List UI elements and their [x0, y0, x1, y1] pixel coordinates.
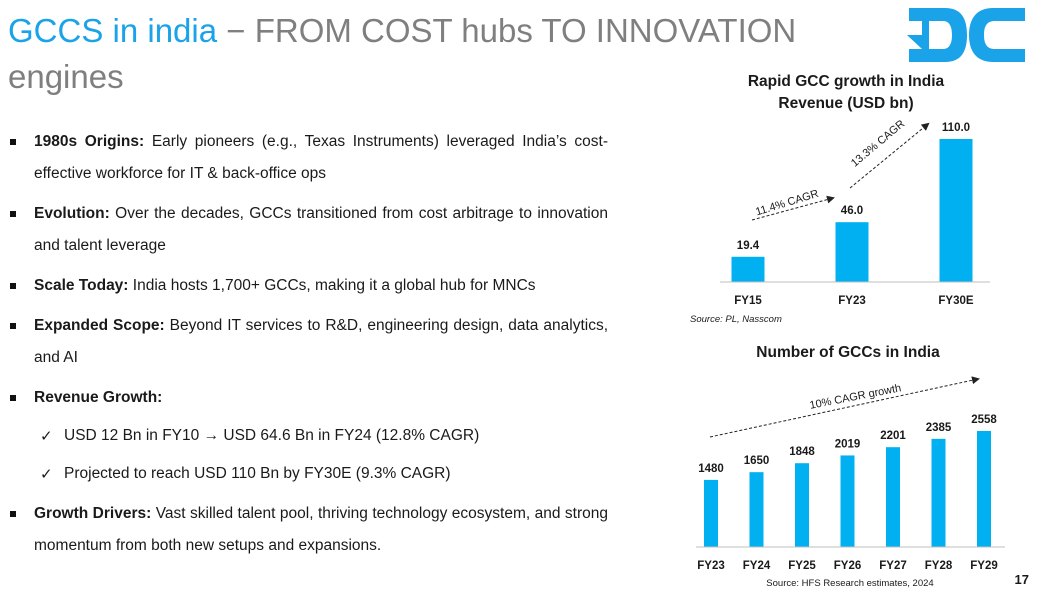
page-number: 17: [1014, 572, 1029, 587]
bar-fy27: [886, 447, 900, 547]
chart-source: Source: HFS Research estimates, 2024: [766, 578, 933, 589]
x-tick-label: FY26: [834, 560, 862, 572]
slide-title-dash: −: [226, 12, 246, 49]
chart-subtitle: Revenue (USD bn): [778, 95, 913, 112]
bullet-text: Beyond IT services to R&D, engineering d…: [34, 317, 608, 366]
bullet-label: Growth Drivers:: [34, 505, 152, 522]
bullet-label: Scale Today:: [34, 277, 129, 294]
revenue-chart: Rapid GCC growth in India Revenue (USD b…: [690, 73, 990, 325]
bullet-marker-icon: [10, 511, 16, 517]
bullet-marker-icon: [10, 139, 16, 145]
bullet-label: Revenue Growth:: [34, 389, 163, 406]
bar-fy26: [840, 455, 855, 547]
value-label: 110.0: [942, 122, 970, 134]
chart-source: Source: PL, Nasscom: [690, 314, 782, 325]
subpoint-text: USD 12 Bn in FY10 → USD 64.6 Bn in FY24 …: [64, 427, 480, 444]
bullet-marker-icon: [10, 283, 16, 289]
x-tick-label: FY23: [838, 295, 866, 307]
gcc-count-chart: Number of GCCs in India 10% CAGR growth …: [696, 344, 1005, 589]
value-label: 19.4: [737, 240, 760, 252]
bar-fy24: [749, 472, 764, 547]
value-label: 2201: [880, 430, 906, 442]
bullet-label: 1980s Origins:: [34, 133, 145, 150]
dc-logo-icon: [907, 8, 1025, 62]
bar-fy29: [977, 431, 991, 547]
x-tick-label: FY25: [788, 560, 816, 572]
cagr-arrow-2: [849, 122, 930, 189]
bullet-list: 1980s Origins: Early pioneers (e.g., Tex…: [8, 126, 608, 562]
revenue-subpoint: ✓ Projected to reach USD 110 Bn by FY30E …: [8, 458, 608, 490]
x-tick-label: FY28: [925, 560, 953, 572]
x-tick-label: FY30E: [938, 295, 973, 307]
check-icon: ✓: [40, 465, 53, 483]
value-label: 1848: [789, 446, 815, 458]
x-tick-label: FY24: [743, 560, 771, 572]
chart-title: Rapid GCC growth in India: [748, 73, 945, 90]
bullet-text: India hosts 1,700+ GCCs, making it a glo…: [128, 277, 536, 294]
value-label: 2385: [926, 422, 952, 434]
bullet-revenue: Revenue Growth:: [8, 382, 608, 414]
x-tick-label: FY27: [879, 560, 907, 572]
x-tick-label: FY29: [970, 560, 998, 572]
value-label: 46.0: [841, 205, 863, 217]
value-label: 2558: [971, 414, 997, 426]
slide-title: GCCS in india − FROM COST hubs TO INNOVA…: [8, 8, 848, 100]
subpoint-text: Projected to reach USD 110 Bn by FY30E (…: [64, 465, 451, 482]
bullet-label: Expanded Scope:: [34, 317, 165, 334]
bullet-scale: Scale Today: India hosts 1,700+ GCCs, ma…: [8, 270, 608, 302]
x-tick-label: FY23: [697, 560, 725, 572]
slide-title-accent: GCCS in india: [8, 12, 218, 49]
value-label: 2019: [835, 438, 861, 450]
bullet-origins: 1980s Origins: Early pioneers (e.g., Tex…: [8, 126, 608, 190]
bar-fy30e: [939, 139, 973, 282]
cagr-label-1: 11.4% CAGR: [754, 188, 820, 219]
bar-fy15: [731, 256, 765, 282]
cagr-arrow: [709, 376, 980, 438]
value-label: 1650: [744, 455, 770, 467]
bullet-label: Evolution:: [34, 205, 110, 222]
bullet-text: Vast skilled talent pool, thriving techn…: [34, 505, 608, 554]
bar-fy23: [835, 222, 869, 282]
bar-fy23: [704, 479, 718, 547]
bullet-text: Early pioneers (e.g., Texas Instruments)…: [34, 133, 608, 182]
check-icon: ✓: [40, 427, 53, 445]
chart-title: Number of GCCs in India: [756, 344, 940, 361]
revenue-subpoint: ✓ USD 12 Bn in FY10 → USD 64.6 Bn in FY24…: [8, 420, 608, 452]
value-label: 1480: [698, 463, 724, 475]
bullet-text: Over the decades, GCCs transitioned from…: [34, 205, 608, 254]
cagr-arrow-1: [751, 195, 835, 221]
bullet-drivers: Growth Drivers: Vast skilled talent pool…: [8, 498, 608, 562]
bar-fy28: [931, 438, 946, 547]
cagr-label-2: 13.3% CAGR: [849, 118, 907, 170]
bullet-scope: Expanded Scope: Beyond IT services to R&…: [8, 310, 608, 374]
x-tick-label: FY15: [734, 295, 762, 307]
bullet-marker-icon: [10, 211, 16, 217]
bar-fy25: [795, 463, 809, 547]
bullet-marker-icon: [10, 323, 16, 329]
bullet-evolution: Evolution: Over the decades, GCCs transi…: [8, 198, 608, 262]
bullet-marker-icon: [10, 395, 16, 401]
slide-title-rest: FROM COST hubs TO INNOVATION engines: [8, 12, 797, 95]
cagr-label: 10% CAGR growth: [809, 382, 903, 412]
